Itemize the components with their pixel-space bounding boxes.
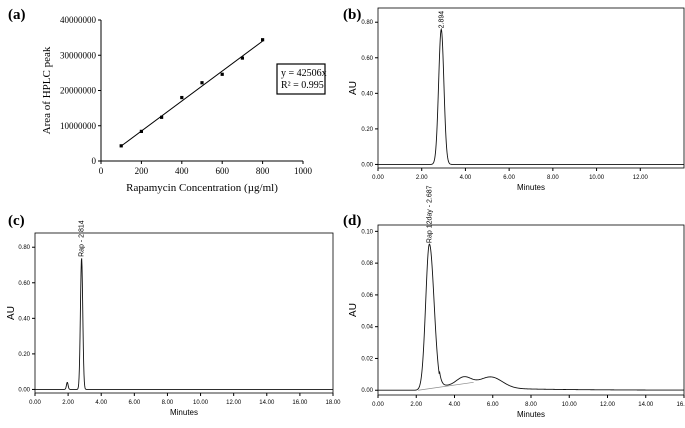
x-tick-label: 18.00 [325, 400, 341, 406]
panel-c-chromatogram: (c) 0.00 2.00 4.00 6.00 8.00 10.00 12.00 14.00 16… [6, 213, 341, 417]
peak-label: Rap - 2.814 [79, 220, 86, 257]
y-tick-label: 0.00 [361, 162, 373, 168]
x-tick-label: 200 [135, 166, 149, 176]
y-tick-label: 0.08 [361, 261, 373, 267]
x-tick-label: 16.00 [676, 402, 685, 408]
chromatogram-trace [378, 27, 684, 165]
y-axis-label: AU [348, 81, 359, 95]
y-tick-label: 0.00 [18, 387, 30, 393]
x-tick-label: 12.00 [633, 175, 649, 181]
x-tick-label: 4.00 [95, 400, 107, 406]
x-tick-label: 14.00 [259, 400, 275, 406]
y-axis-label: AU [348, 303, 359, 317]
integration-baseline [418, 381, 474, 391]
peak-label: Rap 12day - 2.687 [426, 185, 433, 243]
x-tick-label: 2.00 [62, 400, 74, 406]
equation-box [276, 63, 326, 95]
panel-label: (b) [343, 7, 361, 23]
x-tick-label: 600 [215, 166, 229, 176]
x-tick-label: 400 [175, 166, 189, 176]
y-tick-label: 0.40 [18, 316, 30, 322]
data-point [261, 38, 265, 42]
y-tick-label: 0.02 [361, 356, 373, 362]
data-point [240, 56, 244, 60]
x-axis-label: Minutes [517, 410, 545, 419]
y-tick-label: 20000000 [60, 86, 97, 96]
data-point [220, 72, 224, 76]
x-tick-label: 10.00 [562, 402, 578, 408]
y-tick-label: 0.80 [361, 20, 373, 26]
x-tick-label: 2.00 [410, 402, 422, 408]
peak-label: 2.894 [438, 11, 445, 29]
y-tick-label: 0.80 [18, 245, 30, 251]
x-axis-label: Minutes [517, 183, 545, 192]
x-tick-label: 10.00 [193, 400, 209, 406]
y-tick-label: 30000000 [60, 50, 97, 60]
equation-text: y = 42506x [281, 68, 327, 79]
plot-frame [34, 232, 334, 394]
x-tick-label: 8.00 [547, 175, 559, 181]
panel-label: (d) [343, 213, 361, 229]
x-tick-label: 10.00 [589, 175, 605, 181]
y-tick-label: 0.04 [361, 325, 373, 331]
plot-frame [377, 224, 685, 396]
x-tick-label: 12.00 [226, 400, 242, 406]
data-point [139, 129, 143, 133]
y-axis-label: Area of HPLC peak [41, 46, 53, 134]
r-squared-text: R² = 0.995 [281, 80, 324, 91]
x-tick-label: 0.00 [29, 400, 41, 406]
plot-frame [377, 7, 685, 169]
y-tick-label: 0 [92, 156, 97, 166]
y-tick-label: 0.00 [361, 388, 373, 394]
x-tick-label: 0.00 [372, 402, 384, 408]
y-tick-label: 0.06 [361, 293, 373, 299]
x-tick-label: 12.00 [600, 402, 616, 408]
panel-label: (c) [8, 213, 25, 229]
x-tick-label: 8.00 [162, 400, 174, 406]
data-point [180, 95, 184, 100]
x-tick-label: 1000 [294, 166, 313, 176]
chromatogram-trace [35, 258, 333, 390]
y-tick-label: 0.60 [18, 281, 30, 287]
y-axis-label: AU [6, 306, 17, 320]
data-point [200, 81, 204, 85]
x-tick-label: 800 [256, 166, 270, 176]
y-tick-label: 0.10 [361, 229, 373, 235]
y-tick-label: 10000000 [60, 121, 97, 131]
data-point [119, 144, 123, 148]
data-point [160, 115, 164, 119]
panel-d-chromatogram: (d) 0.00 2.00 4.00 6.00 8.00 10.00 12.00 14.00 16… [343, 185, 685, 419]
chromatogram-trace [378, 243, 684, 391]
x-tick-label: 14.00 [638, 402, 654, 408]
x-tick-label: 6.00 [487, 402, 499, 408]
x-tick-label: 16.00 [292, 400, 308, 406]
panel-a-calibration-chart: (a) 0 200 400 600 800 1000 0 10000000 20000000 300… [8, 7, 327, 194]
x-axis-label: Rapamycin Concentration (µg/ml) [126, 182, 278, 194]
trendline [120, 40, 263, 147]
x-tick-label: 0 [99, 166, 104, 176]
x-tick-label: 6.00 [128, 400, 140, 406]
x-axis-label: Minutes [170, 408, 198, 417]
y-tick-label: 0.60 [361, 56, 373, 62]
panel-b-chromatogram: (b) 0.00 2.00 4.00 6.00 8.00 10.00 12.00 0.00 0.2… [343, 7, 685, 192]
x-tick-label: 8.00 [525, 402, 537, 408]
y-tick-label: 0.40 [361, 91, 373, 97]
x-tick-label: 4.00 [460, 175, 472, 181]
x-tick-label: 4.00 [449, 402, 461, 408]
panel-label: (a) [8, 7, 26, 23]
y-tick-label: 0.20 [18, 352, 30, 358]
y-tick-label: 40000000 [60, 15, 97, 25]
y-tick-label: 0.20 [361, 127, 373, 133]
x-tick-label: 0.00 [372, 175, 384, 181]
x-tick-label: 2.00 [416, 175, 428, 181]
x-tick-label: 6.00 [503, 175, 515, 181]
